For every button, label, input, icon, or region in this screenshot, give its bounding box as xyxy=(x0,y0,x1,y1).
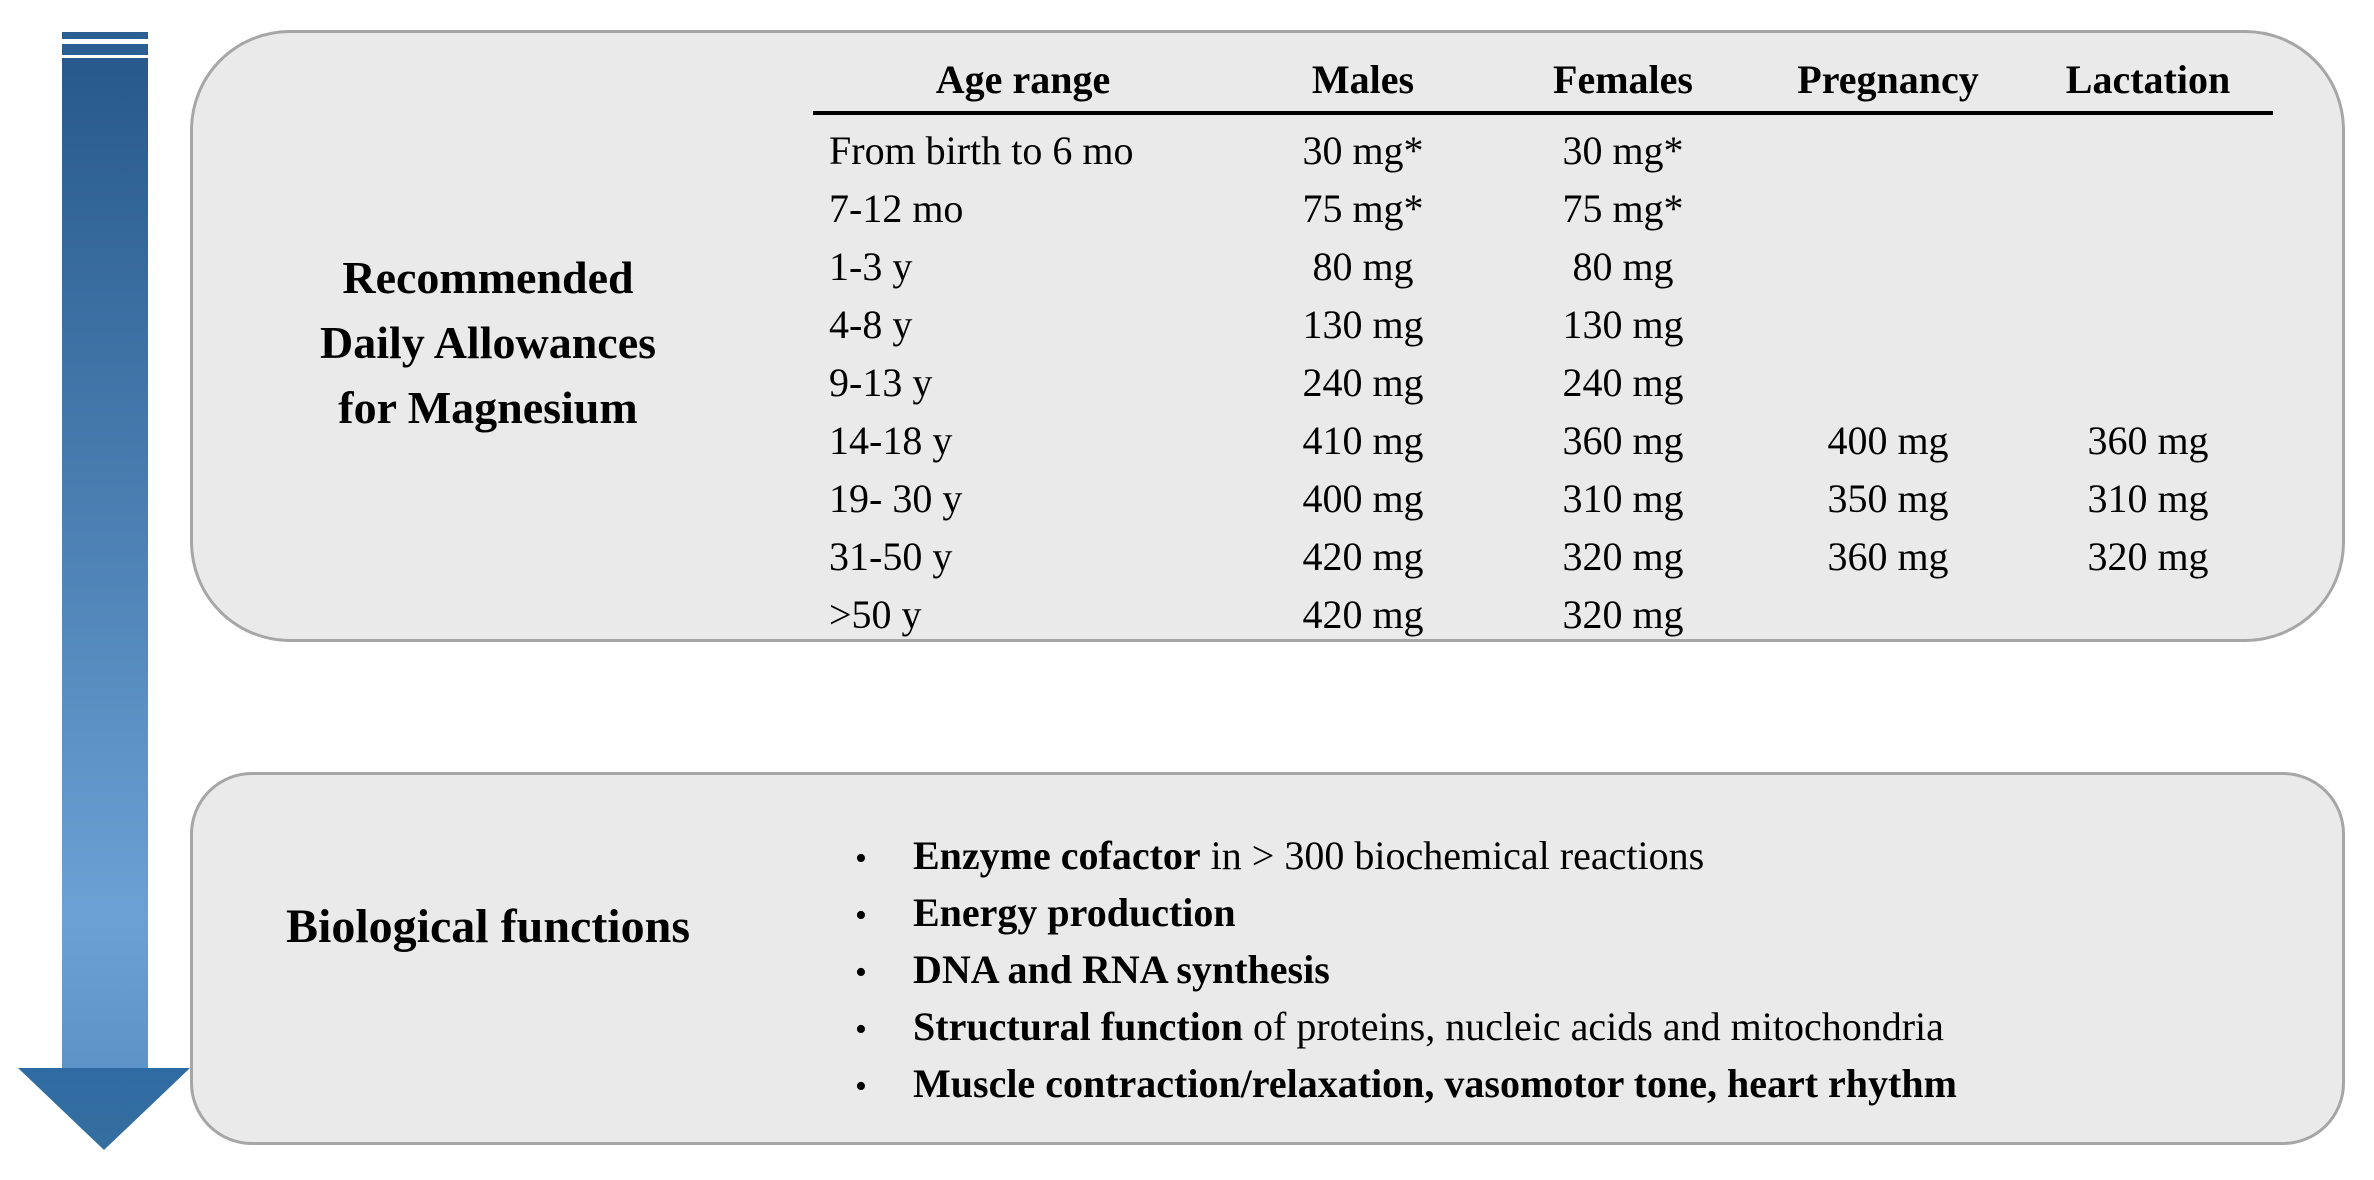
rda-table-row: 14-18 y 410 mg 360 mg 400 mg 360 mg xyxy=(813,411,2273,469)
function-item-bold-text: Enzyme cofactor xyxy=(913,833,1201,878)
age-range-cell: 7-12 mo xyxy=(829,185,964,231)
value-cell: 80 mg xyxy=(1572,243,1674,289)
value-cell xyxy=(2023,113,2273,179)
value-cell: 360 mg xyxy=(1562,417,1684,463)
col-header-females: Females xyxy=(1493,47,1753,115)
function-item-regular-text: in > 300 biochemical reactions xyxy=(1200,833,1705,878)
value-cell xyxy=(1753,295,2023,353)
value-cell xyxy=(2023,353,2273,411)
value-cell: 130 mg xyxy=(1302,301,1424,347)
bullet-dot-icon: • xyxy=(855,897,867,934)
value-cell: 400 mg xyxy=(1827,417,1949,463)
value-cell xyxy=(2023,585,2273,643)
rda-table-header: Age range Males Females Pregnancy Lactation xyxy=(813,47,2273,115)
rda-title-line: Daily Allowances xyxy=(319,317,657,368)
rda-table-row: 1-3 y 80 mg 80 mg xyxy=(813,237,2273,295)
value-cell: 350 mg xyxy=(1827,475,1949,521)
col-header-age-range: Age range xyxy=(813,47,1233,115)
value-cell xyxy=(2023,237,2273,295)
rda-table-row: >50 y 420 mg 320 mg xyxy=(813,585,2273,643)
col-header-males: Males xyxy=(1233,47,1493,115)
age-range-cell: 4-8 y xyxy=(829,301,913,347)
functions-box-title: Biological functions xyxy=(285,900,691,953)
rda-table-row: 9-13 y 240 mg 240 mg xyxy=(813,353,2273,411)
age-range-cell: 9-13 y xyxy=(829,359,933,405)
arrow-head xyxy=(18,1068,190,1150)
value-cell xyxy=(1753,237,2023,295)
arrow-shaft xyxy=(62,58,148,1068)
value-cell: 360 mg xyxy=(2087,417,2209,463)
value-cell: 130 mg xyxy=(1562,301,1684,347)
value-cell: 410 mg xyxy=(1302,417,1424,463)
col-header-pregnancy: Pregnancy xyxy=(1753,47,2023,115)
rda-table-row: 19- 30 y 400 mg 310 mg 350 mg 310 mg xyxy=(813,469,2273,527)
age-range-cell: 1-3 y xyxy=(829,243,913,289)
down-arrow-icon xyxy=(18,32,190,1150)
rda-box: Recommended Daily Allowances for Magnesi… xyxy=(190,30,2345,642)
age-range-cell: 31-50 y xyxy=(829,533,953,579)
function-item: • Muscle contraction/relaxation, vasomoto… xyxy=(849,1055,1957,1112)
value-cell xyxy=(2023,179,2273,237)
function-item: • Energy production xyxy=(849,884,1957,941)
value-cell: 75 mg* xyxy=(1562,185,1684,231)
bullet-dot-icon: • xyxy=(855,954,867,991)
function-item-bold-text: Energy production xyxy=(913,890,1236,935)
age-range-cell: From birth to 6 mo xyxy=(829,127,1134,173)
value-cell: 400 mg xyxy=(1302,475,1424,521)
value-cell: 320 mg xyxy=(1562,591,1684,637)
rda-title-line: for Magnesium xyxy=(338,382,638,433)
rda-table-row: From birth to 6 mo 30 mg* 30 mg* xyxy=(813,113,2273,179)
arrow-top-stripe-2 xyxy=(62,44,148,55)
value-cell: 420 mg xyxy=(1302,533,1424,579)
value-cell xyxy=(2023,295,2273,353)
value-cell: 420 mg xyxy=(1302,591,1424,637)
value-cell: 80 mg xyxy=(1312,243,1414,289)
value-cell: 240 mg xyxy=(1302,359,1424,405)
value-cell xyxy=(1753,353,2023,411)
rda-table-body: From birth to 6 mo 30 mg* 30 mg* 7-12 mo 75 … xyxy=(813,113,2273,643)
value-cell: 75 mg* xyxy=(1302,185,1424,231)
function-item: • DNA and RNA synthesis xyxy=(849,941,1957,998)
rda-header-row: Age range Males Females Pregnancy Lactation xyxy=(813,47,2273,115)
rda-box-title: Recommended Daily Allowances for Magnesi… xyxy=(193,245,783,440)
bullet-dot-icon: • xyxy=(855,840,867,877)
value-cell: 30 mg* xyxy=(1562,127,1684,173)
rda-table: Age range Males Females Pregnancy Lactation … xyxy=(813,47,2273,643)
rda-table-row: 7-12 mo 75 mg* 75 mg* xyxy=(813,179,2273,237)
value-cell: 310 mg xyxy=(2087,475,2209,521)
age-range-cell: >50 y xyxy=(829,591,922,637)
arrow-top-stripe-1 xyxy=(62,32,148,39)
col-header-lactation: Lactation xyxy=(2023,47,2273,115)
rda-title-line: Recommended xyxy=(342,252,634,303)
value-cell: 320 mg xyxy=(2087,533,2209,579)
value-cell: 320 mg xyxy=(1562,533,1684,579)
age-range-cell: 14-18 y xyxy=(829,417,953,463)
value-cell: 30 mg* xyxy=(1302,127,1424,173)
function-item-regular-text: of proteins, nucleic acids and mitochond… xyxy=(1243,1004,1944,1049)
value-cell: 240 mg xyxy=(1562,359,1684,405)
value-cell xyxy=(1753,585,2023,643)
function-item-bold-text: Muscle contraction/relaxation, vasomotor… xyxy=(913,1061,1957,1106)
functions-list: • Enzyme cofactor in > 300 biochemical re… xyxy=(849,827,1957,1112)
function-item: • Enzyme cofactor in > 300 biochemical re… xyxy=(849,827,1957,884)
function-item: • Structural function of proteins, nuclei… xyxy=(849,998,1957,1055)
rda-table-row: 31-50 y 420 mg 320 mg 360 mg 320 mg xyxy=(813,527,2273,585)
bullet-dot-icon: • xyxy=(855,1011,867,1048)
function-item-bold-text: DNA and RNA synthesis xyxy=(913,947,1330,992)
value-cell: 360 mg xyxy=(1827,533,1949,579)
value-cell xyxy=(1753,113,2023,179)
rda-table-row: 4-8 y 130 mg 130 mg xyxy=(813,295,2273,353)
functions-box: Biological functions • Enzyme cofactor in… xyxy=(190,772,2345,1145)
bullet-dot-icon: • xyxy=(855,1068,867,1105)
age-range-cell: 19- 30 y xyxy=(829,475,963,521)
value-cell xyxy=(1753,179,2023,237)
value-cell: 310 mg xyxy=(1562,475,1684,521)
function-item-bold-text: Structural function xyxy=(913,1004,1243,1049)
